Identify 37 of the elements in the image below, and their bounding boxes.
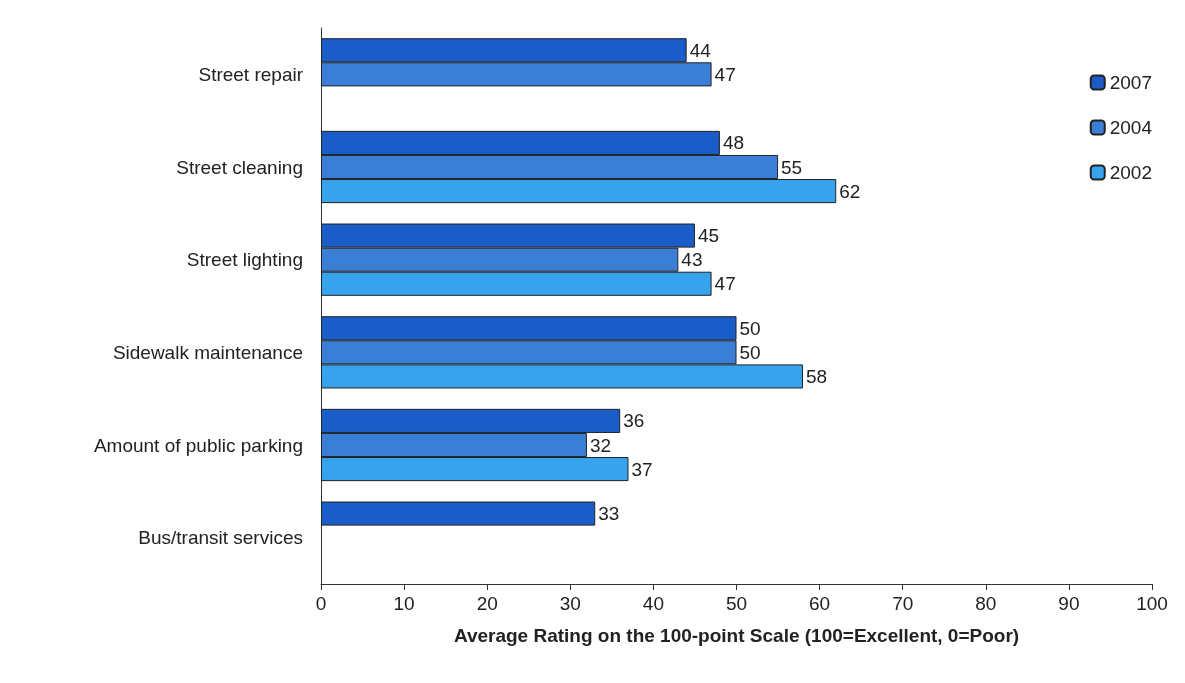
y-tick-label: Amount of public parking: [93, 434, 303, 456]
data-label: 44: [689, 39, 712, 61]
x-tick-label: 100: [1136, 593, 1168, 614]
legend-label: 2002: [1109, 162, 1153, 183]
data-label: 37: [631, 458, 653, 480]
y-tick-label: Sidewalk maintenance: [112, 341, 303, 363]
data-label: 50: [739, 341, 761, 363]
data-label: 32: [589, 434, 612, 456]
x-tick-label: 10: [393, 593, 415, 614]
y-tick-label: Bus/transit services: [138, 527, 303, 549]
data-label: 47: [714, 63, 736, 85]
data-label: 48: [722, 132, 745, 154]
x-tick-label: 20: [476, 593, 498, 614]
data-label: 58: [805, 365, 828, 387]
x-tick-label: 0: [315, 593, 327, 614]
y-tick-label: Street cleaning: [176, 156, 303, 178]
legend-label: 2004: [1109, 117, 1153, 138]
x-tick-label: 40: [642, 593, 664, 614]
x-tick-label: 90: [1058, 593, 1080, 614]
bar: [321, 501, 596, 526]
data-label: 47: [714, 273, 736, 295]
data-label: 33: [598, 503, 620, 525]
data-label: 36: [623, 410, 645, 432]
x-axis-title: Average Rating on the 100-point Scale (100=Excellent, 0=Poor): [453, 625, 1020, 646]
data-label: 50: [739, 317, 761, 339]
data-label: 43: [681, 249, 703, 271]
data-label: 45: [697, 225, 720, 247]
x-tick-label: 70: [892, 593, 914, 614]
y-tick-label: Street repair: [198, 63, 304, 85]
data-label: 55: [781, 156, 803, 178]
y-tick-label: Street lighting: [186, 249, 303, 271]
x-tick-label: 50: [725, 593, 748, 614]
data-label: 62: [839, 180, 861, 202]
legend-label: 2007: [1109, 72, 1153, 93]
x-tick-label: 30: [559, 593, 581, 614]
x-tick-label: 80: [975, 593, 997, 614]
x-tick-label: 60: [809, 593, 831, 614]
